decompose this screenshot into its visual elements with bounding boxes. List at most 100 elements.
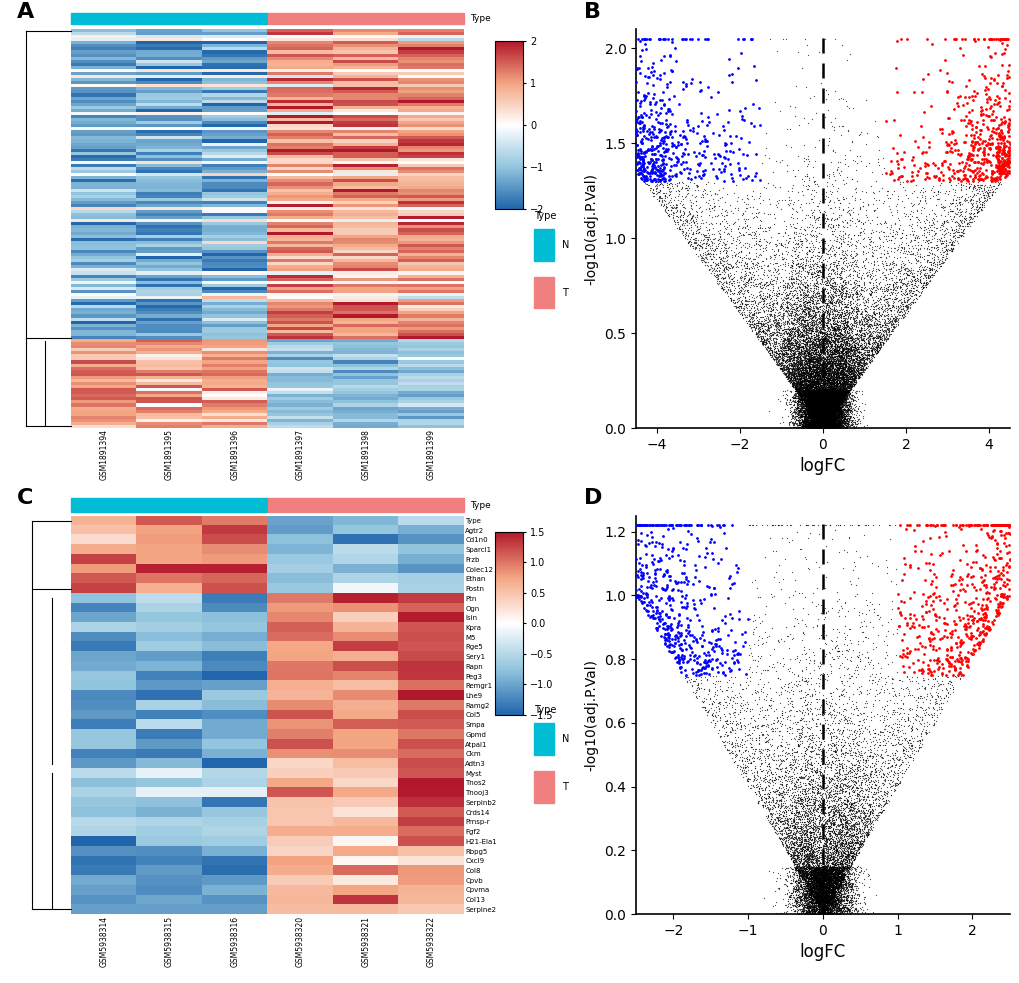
Point [810, 405, 826, 421]
Point [958, 215, 974, 231]
Point [791, 386, 807, 402]
Point [823, 400, 840, 416]
Point [804, 384, 820, 400]
Point [799, 386, 815, 402]
Point [838, 402, 854, 418]
Point [834, 723, 850, 738]
Point [819, 415, 836, 431]
Point [833, 365, 849, 380]
Point [812, 271, 828, 287]
Point [817, 416, 834, 432]
Point [837, 359, 853, 375]
Point [795, 331, 811, 347]
Point [794, 295, 810, 311]
Point [802, 288, 818, 304]
Point [833, 862, 849, 878]
Point [803, 353, 819, 369]
Point [791, 892, 807, 907]
Point [902, 284, 918, 300]
Point [653, 581, 669, 597]
Point [797, 796, 813, 812]
Point [754, 330, 770, 346]
Point [857, 802, 873, 818]
Point [806, 412, 822, 428]
Point [776, 339, 793, 355]
Point [809, 304, 825, 319]
Point [821, 401, 838, 417]
Point [805, 869, 821, 885]
Point [833, 896, 849, 912]
Point [804, 350, 820, 366]
Point [780, 370, 796, 385]
Point [864, 334, 880, 350]
Point [789, 370, 805, 385]
Point [799, 782, 815, 798]
Point [813, 385, 829, 401]
Point [841, 341, 857, 357]
Point [793, 367, 809, 382]
Point [809, 381, 825, 397]
Point [805, 906, 821, 922]
Point [838, 345, 854, 361]
Point [827, 402, 844, 418]
Point [822, 774, 839, 789]
Point [874, 305, 891, 320]
Point [804, 396, 820, 412]
Point [820, 396, 837, 412]
Point [818, 838, 835, 853]
Point [857, 360, 873, 376]
Point [821, 409, 838, 425]
Point [828, 363, 845, 378]
Point [781, 372, 797, 387]
Point [811, 386, 827, 402]
Point [823, 417, 840, 433]
Point [824, 344, 841, 360]
Point [829, 416, 846, 432]
Point [749, 793, 765, 809]
Point [783, 209, 799, 225]
Point [801, 384, 817, 400]
Point [793, 671, 809, 687]
Point [767, 327, 784, 343]
Point [924, 631, 941, 647]
Point [796, 338, 812, 354]
Point [800, 871, 816, 887]
Point [791, 344, 807, 360]
Point [890, 314, 906, 329]
Point [826, 287, 843, 303]
Point [819, 411, 836, 427]
Point [805, 888, 821, 903]
Point [811, 369, 827, 384]
Point [656, 626, 673, 642]
Point [790, 326, 806, 342]
Point [679, 624, 695, 640]
Point [935, 233, 952, 249]
Point [844, 844, 860, 860]
Point [810, 886, 826, 901]
Point [689, 675, 705, 691]
Point [817, 399, 834, 415]
Point [822, 404, 839, 420]
Point [834, 326, 850, 342]
Point [802, 868, 818, 884]
Point [773, 322, 790, 338]
Point [824, 401, 841, 417]
Point [798, 420, 814, 435]
Point [713, 258, 730, 273]
Point [802, 836, 818, 851]
Point [820, 877, 837, 893]
Point [961, 608, 977, 624]
Point [805, 276, 821, 292]
Point [829, 397, 846, 413]
Point [853, 259, 869, 274]
Point [816, 373, 833, 388]
Point [862, 343, 878, 359]
Point [815, 891, 832, 906]
Point [812, 408, 828, 424]
Point [817, 343, 834, 359]
Point [805, 374, 821, 389]
Point [829, 376, 846, 391]
Point [847, 771, 863, 786]
Point [760, 323, 776, 339]
Point [820, 299, 837, 315]
